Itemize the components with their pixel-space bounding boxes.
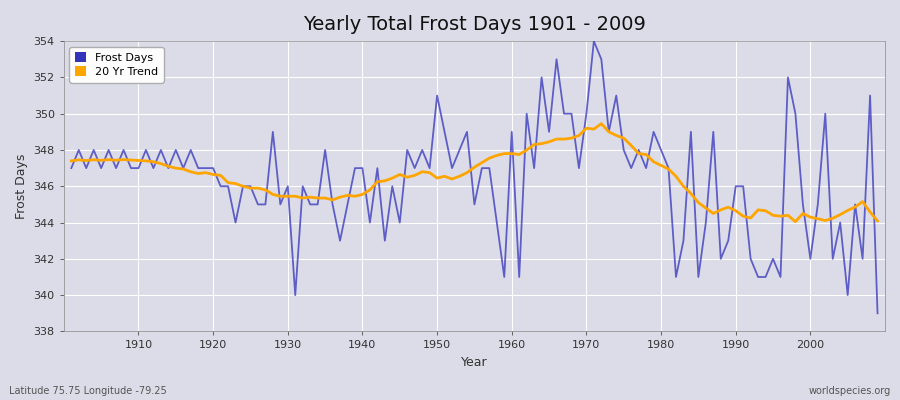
Text: worldspecies.org: worldspecies.org [809,386,891,396]
Frost Days [507,130,517,134]
Line: 20 Yr Trend: 20 Yr Trend [71,124,878,222]
20 Yr Trend [507,151,517,156]
Line: Frost Days: Frost Days [71,41,878,313]
20 Yr Trend [66,158,77,163]
20 Yr Trend [499,151,509,156]
20 Yr Trend [290,194,301,199]
Frost Days [603,130,614,134]
Title: Yearly Total Frost Days 1901 - 2009: Yearly Total Frost Days 1901 - 2009 [303,15,646,34]
Frost Days [872,311,883,316]
Frost Days [290,293,301,298]
20 Yr Trend [872,218,883,223]
20 Yr Trend [596,121,607,126]
Frost Days [589,39,599,44]
X-axis label: Year: Year [461,356,488,369]
Frost Days [126,166,137,170]
Legend: Frost Days, 20 Yr Trend: Frost Days, 20 Yr Trend [69,47,164,83]
Text: Latitude 75.75 Longitude -79.25: Latitude 75.75 Longitude -79.25 [9,386,166,396]
20 Yr Trend [126,158,137,162]
Frost Days [66,166,77,170]
Frost Days [335,238,346,243]
20 Yr Trend [603,130,614,134]
Frost Days [499,274,509,279]
20 Yr Trend [790,219,801,224]
20 Yr Trend [335,195,346,200]
Y-axis label: Frost Days: Frost Days [15,154,28,219]
